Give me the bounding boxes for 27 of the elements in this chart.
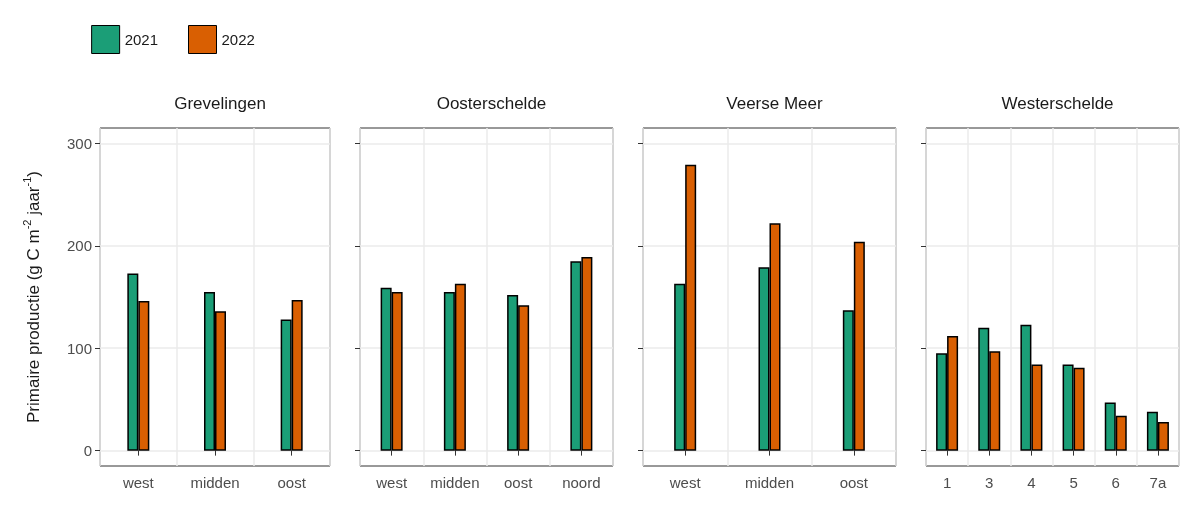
y-axis-title: Primaire productie (g C m-2 jaar-1) <box>20 171 43 423</box>
x-tick-label: 3 <box>985 474 994 491</box>
x-tick-label: noord <box>562 474 601 491</box>
legend-label: 2021 <box>124 31 159 48</box>
x-tick-label: west <box>121 474 155 491</box>
y-tick-label: 100 <box>66 339 92 357</box>
chart-title: Grevelingen <box>174 94 266 113</box>
x-tick-label: 1 <box>942 474 952 491</box>
x-tick-label: west <box>668 474 702 491</box>
chart-title: Westerschelde <box>1001 94 1114 113</box>
x-tick-label: west <box>375 474 408 491</box>
x-tick-label: oost <box>839 474 869 491</box>
x-tick-label: midden <box>430 474 480 491</box>
chart-title: Veerse Meer <box>726 94 824 113</box>
x-tick-label: midden <box>744 474 795 491</box>
y-tick-label: 300 <box>66 134 92 152</box>
x-tick-label: 6 <box>1111 474 1120 491</box>
x-tick-label: 4 <box>1027 474 1036 491</box>
y-tick-label: 0 <box>83 442 92 460</box>
x-tick-label: midden <box>190 474 240 491</box>
x-tick-label: oost <box>277 474 307 491</box>
chart-title: Oosterschelde <box>436 94 547 113</box>
x-tick-label: oost <box>503 474 534 491</box>
x-tick-label: 7a <box>1149 474 1167 491</box>
legend-label: 2022 <box>221 31 255 48</box>
y-tick-label: 200 <box>66 237 92 255</box>
x-tick-label: 5 <box>1069 474 1078 491</box>
